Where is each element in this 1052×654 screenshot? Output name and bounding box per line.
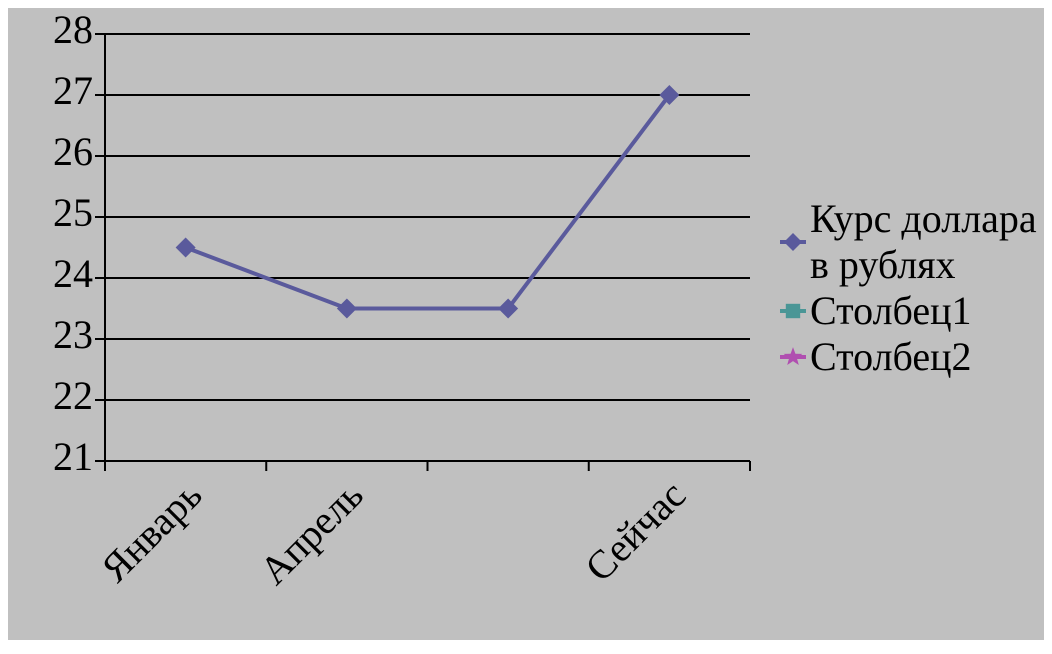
legend-label: Курс доллара в рублях xyxy=(810,196,1037,287)
series-line xyxy=(184,93,671,311)
y-tick-label: 26 xyxy=(53,129,93,174)
marker xyxy=(783,347,803,365)
y-tick-label: 27 xyxy=(53,68,93,113)
y-tick-label: 21 xyxy=(53,434,93,479)
legend-swatch xyxy=(780,303,806,319)
marker xyxy=(659,85,680,105)
legend-label: Столбец2 xyxy=(810,334,972,379)
marker xyxy=(785,303,801,319)
y-tick-label: 25 xyxy=(53,190,93,235)
marker xyxy=(784,233,802,251)
legend-entry: Столбец2 xyxy=(780,334,1040,380)
y-tick-label: 28 xyxy=(53,7,93,52)
marker xyxy=(498,298,519,319)
y-tick-label: 23 xyxy=(53,312,93,357)
y-tick-label: 24 xyxy=(53,251,93,296)
marker xyxy=(336,298,357,319)
legend: Курс доллара в рублях Столбец1 Столбец2 xyxy=(780,196,1040,380)
y-tick-label: 22 xyxy=(53,373,93,418)
legend-entry: Столбец1 xyxy=(780,288,1040,334)
legend-label: Столбец1 xyxy=(810,288,972,333)
background xyxy=(8,8,1044,640)
legend-swatch xyxy=(780,233,806,251)
legend-entry: Курс доллара в рублях xyxy=(780,196,1040,288)
marker xyxy=(175,237,196,258)
legend-swatch xyxy=(780,347,806,365)
